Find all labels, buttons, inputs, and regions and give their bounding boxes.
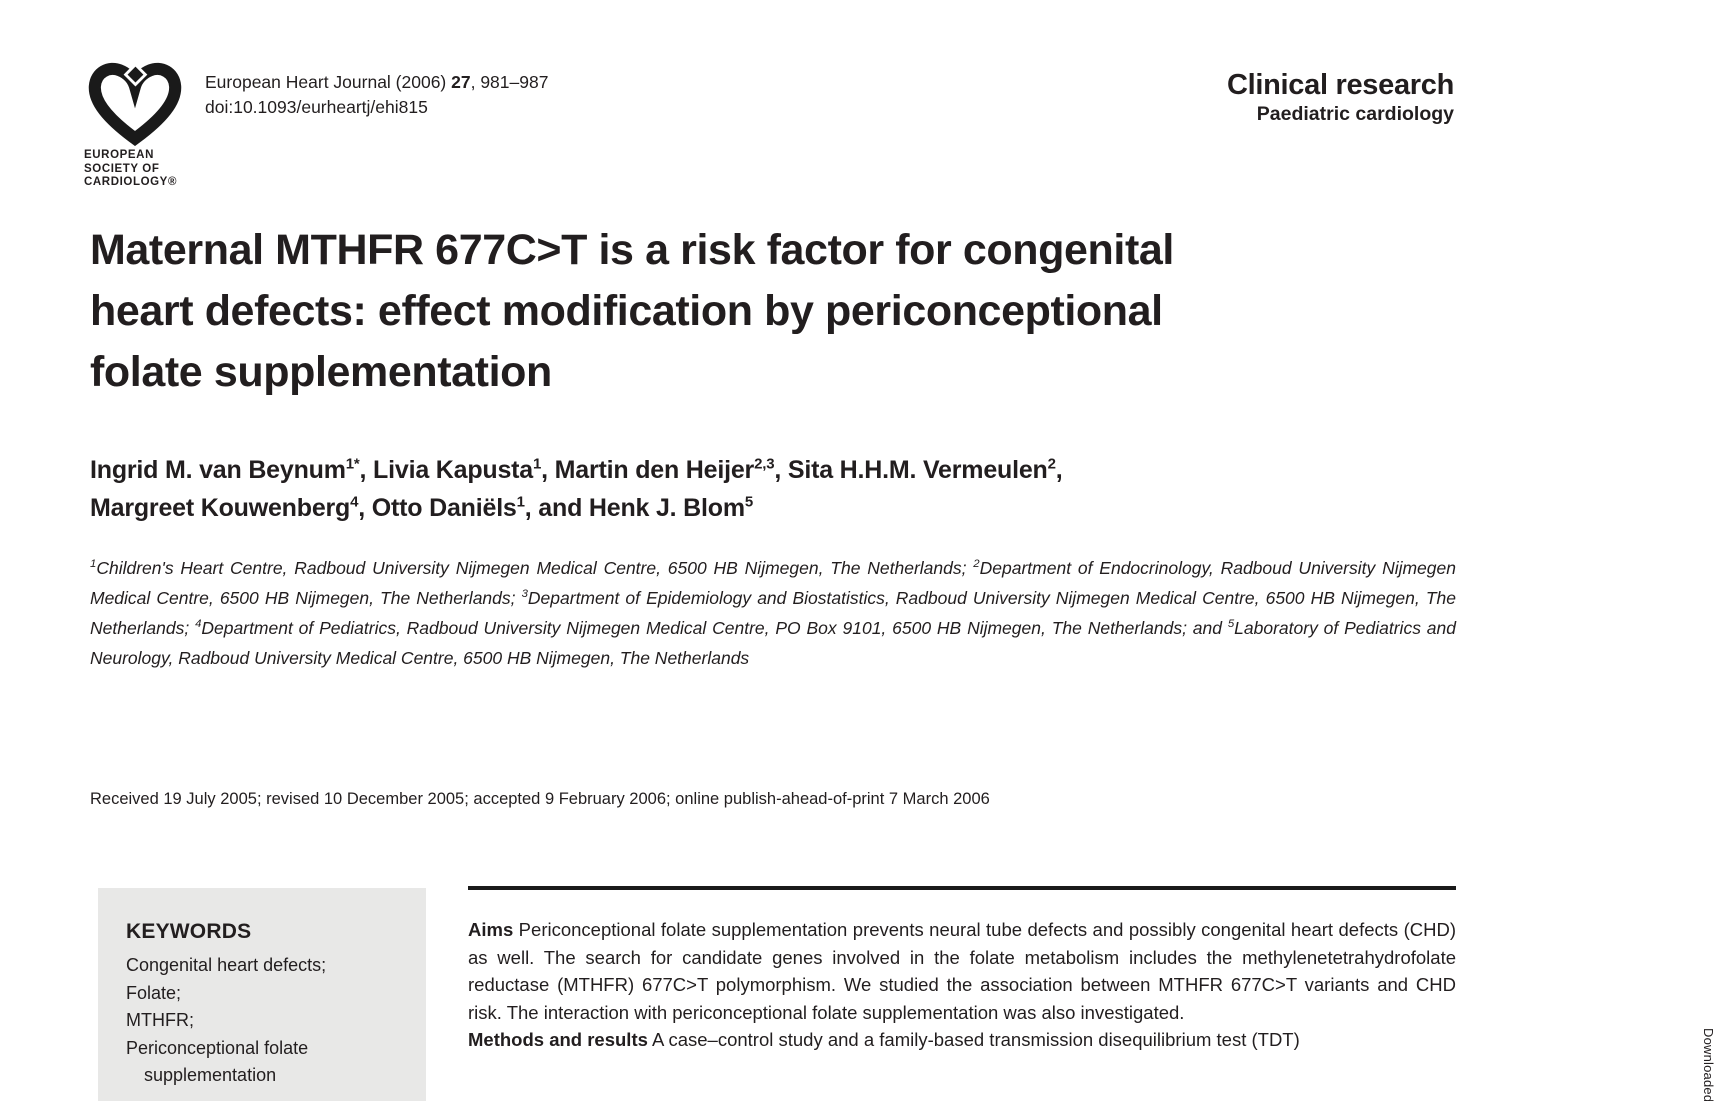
abstract-paragraph: Methods and results A case–control study… (468, 1029, 1300, 1050)
affiliation-marker: 4 (195, 618, 202, 631)
author-name: Martin den Heijer (554, 456, 755, 484)
download-watermark: Downloaded (1701, 1028, 1716, 1101)
article-title: Maternal MTHFR 677C>T is a risk factor f… (90, 220, 1490, 403)
author-name: Henk J. Blom (588, 494, 745, 522)
affiliations: 1Children's Heart Centre, Radboud Univer… (90, 558, 1456, 668)
citation-journal: European Heart Journal (2006) (205, 72, 452, 92)
author-affiliation-marker: 1 (533, 455, 542, 473)
keyword-item: Congenital heart defects; (126, 955, 327, 975)
section-label: Clinical research (1226, 69, 1454, 101)
author-name: Margreet Kouwenberg (90, 494, 351, 522)
abstract-section-label: Aims (468, 919, 514, 940)
author-name: Livia Kapusta (373, 456, 533, 484)
abstract-divider (468, 886, 1456, 890)
author-affiliation-marker: 2,3 (754, 455, 775, 473)
author-affiliation-marker: 1* (345, 455, 360, 473)
citation-volume: 27 (451, 72, 471, 92)
citation-pages: , 981–987 (470, 72, 549, 92)
abstract: Aims Periconceptional folate supplementa… (468, 916, 1456, 1054)
authors-line-2: Margreet Kouwenberg4, Otto Daniëls1, and… (90, 493, 754, 522)
authors-line-1: Ingrid M. van Beynum1*, Livia Kapusta1, … (90, 455, 1063, 484)
author-name: Ingrid M. van Beynum (90, 456, 346, 484)
doi-line: doi:10.1093/eurheartj/ehi815 (205, 97, 428, 117)
esc-logo-text: EUROPEAN SOCIETY OF CARDIOLOGY® (84, 149, 204, 190)
esc-heart-icon (88, 62, 182, 146)
author-affiliation-marker: 2 (1047, 455, 1056, 473)
author-affiliation-marker: 1 (516, 493, 525, 511)
affiliation-marker: 5 (1227, 618, 1235, 631)
author-affiliation-marker: 5 (744, 493, 754, 511)
article-title-line: heart defects: effect modification by pe… (90, 287, 1163, 335)
article-title-line: folate supplementation (90, 348, 552, 396)
keywords-box: KEYWORDS Congenital heart defects; Folate… (98, 888, 426, 1101)
author-name: Sita H.H.M. Vermeulen (787, 456, 1048, 484)
keywords-list: Congenital heart defects; Folate; MTHFR; Pe… (126, 952, 404, 1090)
author-affiliation-marker: 4 (350, 493, 359, 511)
section-header: Clinical research Paediatric cardiology (1227, 68, 1454, 127)
author-name: Otto Daniëls (371, 494, 517, 522)
esc-logo-line: EUROPEAN (84, 149, 154, 161)
affiliation-marker: 1 (90, 558, 97, 571)
affiliation-marker: 3 (521, 588, 528, 601)
keywords-heading: KEYWORDS (126, 920, 252, 943)
received-dates: Received 19 July 2005; revised 10 Decemb… (90, 790, 990, 808)
citation-line: European Heart Journal (2006) 27, 981–98… (205, 70, 548, 95)
esc-logo-line: SOCIETY OF (84, 162, 160, 175)
subsection-label: Paediatric cardiology (1256, 103, 1454, 125)
esc-logo: EUROPEAN SOCIETY OF CARDIOLOGY® (84, 62, 204, 190)
keyword-item: Folate; (126, 982, 182, 1003)
keyword-item: MTHFR; (126, 1010, 194, 1030)
journal-citation: European Heart Journal (2006) 27, 981–98… (205, 70, 548, 120)
keyword-item: Periconceptional folate supplementation (126, 1037, 309, 1086)
abstract-section-label: Methods and results (468, 1029, 648, 1050)
article-title-line: Maternal MTHFR 677C>T is a risk factor f… (90, 226, 1174, 274)
abstract-paragraph: Aims Periconceptional folate supplementa… (468, 919, 1456, 1023)
affiliation-marker: 2 (973, 558, 980, 571)
esc-logo-line: CARDIOLOGY® (84, 176, 178, 188)
